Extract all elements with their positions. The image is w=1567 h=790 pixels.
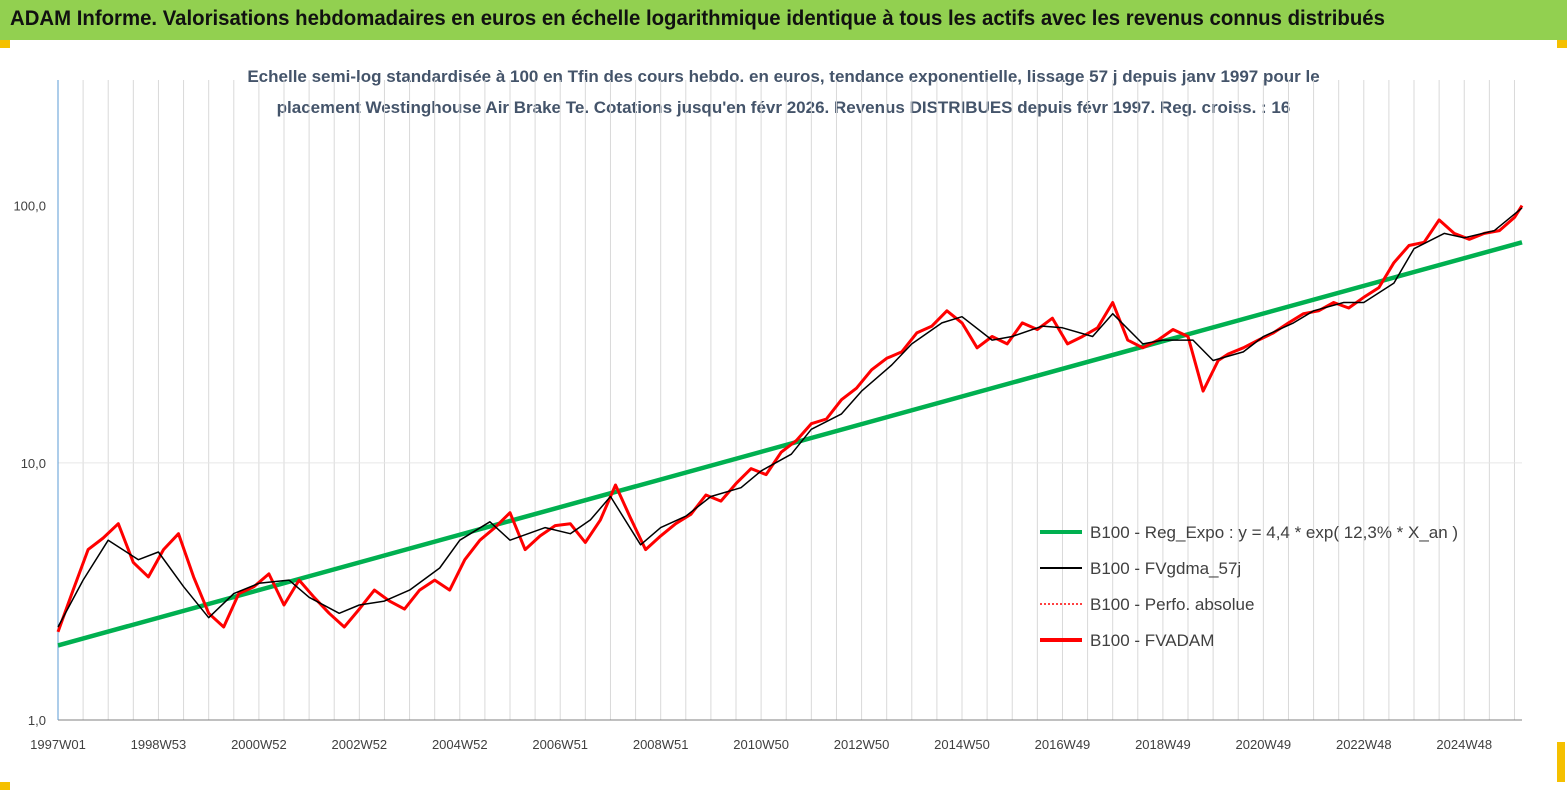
x-tick-label: 2006W51 (532, 737, 588, 752)
y-tick-label: 10,0 (21, 456, 46, 471)
x-tick-label: 2010W50 (733, 737, 789, 752)
x-tick-label: 2020W49 (1236, 737, 1292, 752)
x-tick-label: 1997W01 (30, 737, 86, 752)
x-tick-label: 2024W48 (1436, 737, 1492, 752)
title-band: ADAM Informe. Valorisations hebdomadaire… (0, 0, 1567, 40)
legend-label: B100 - FVADAM (1090, 631, 1214, 650)
series-line-fvadam (56, 204, 1524, 633)
y-tick-label: 1,0 (28, 713, 46, 728)
x-tick-label: 2016W49 (1035, 737, 1091, 752)
x-tick-label: 2012W50 (834, 737, 890, 752)
legend-label: B100 - FVgdma_57j (1090, 559, 1241, 578)
page-title: ADAM Informe. Valorisations hebdomadaire… (10, 7, 1385, 30)
x-tick-label: 2004W52 (432, 737, 488, 752)
y-tick-label: 100,0 (13, 199, 46, 214)
x-tick-label: 2014W50 (934, 737, 990, 752)
legend-label: B100 - Perfo. absolue (1090, 595, 1254, 614)
corner-marker-bottom-right (1557, 742, 1565, 782)
chart-title-line-1: Echelle semi-log standardisée à 100 en T… (247, 67, 1320, 86)
x-tick-label: 2002W52 (332, 737, 388, 752)
corner-marker-top-left (0, 40, 10, 48)
corner-marker-top-right (1557, 40, 1567, 48)
x-tick-label: 2018W49 (1135, 737, 1191, 752)
x-tick-label: 1998W53 (131, 737, 187, 752)
series-line-fvgdma (57, 207, 1523, 628)
x-tick-label: 2000W52 (231, 737, 287, 752)
x-tick-label: 2008W51 (633, 737, 689, 752)
corner-marker-bottom-left (0, 782, 10, 790)
x-tick-label: 2022W48 (1336, 737, 1392, 752)
legend-label: B100 - Reg_Expo : y = 4,4 * exp( 12,3% *… (1090, 523, 1458, 542)
